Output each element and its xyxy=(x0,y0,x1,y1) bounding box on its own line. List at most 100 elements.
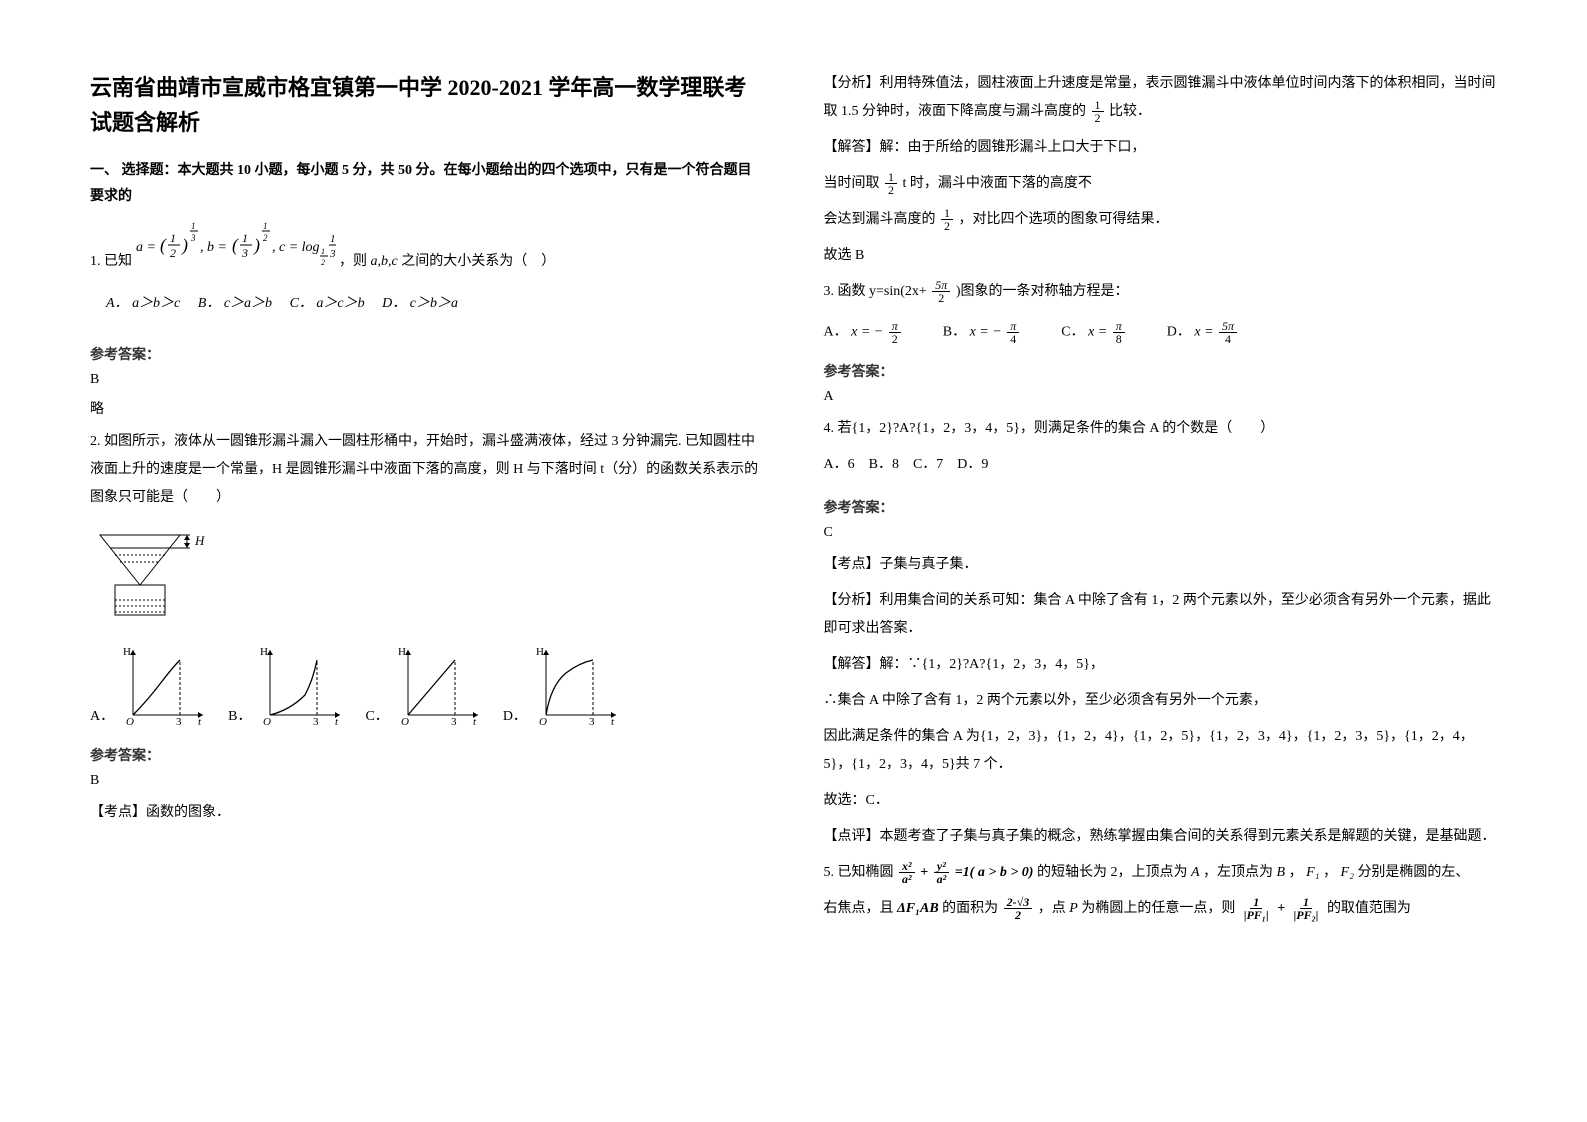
q1-suffix: ，则 xyxy=(339,254,367,269)
question-2: 2. 如图所示，液体从一圆锥形漏斗漏入一圆柱形桶中，开始时，漏斗盛满液体，经过 … xyxy=(90,428,764,512)
q1-optD: c＞b＞a xyxy=(410,296,458,311)
svg-text:1: 1 xyxy=(263,221,268,231)
q4-jieda4: 故选：C． xyxy=(824,787,1498,815)
q3-options: A． x = − π2 B． x = − π4 C． x = π8 D． x =… xyxy=(824,320,1498,345)
svg-text:a =: a = xyxy=(136,240,156,255)
svg-text:, b =: , b = xyxy=(200,240,227,255)
right-column: 【分析】利用特殊值法，圆柱液面上升速度是常量，表示圆锥漏斗中液体单位时间内落下的… xyxy=(824,70,1498,1052)
q2-jieda4: 故选 B xyxy=(824,242,1498,270)
q5-area-frac: 2-√3 2 xyxy=(1004,896,1033,921)
section-1-header: 一、 选择题：本大题共 10 小题，每小题 5 分，共 50 分。在每小题给出的… xyxy=(90,158,764,208)
svg-text:(: ( xyxy=(232,235,239,256)
q2-jieda3: 会达到漏斗高度的 1 2 ，对比四个选项的图象可得结果． xyxy=(824,206,1498,234)
q5-recip1: 1 |PF₁| xyxy=(1241,896,1272,921)
svg-text:t: t xyxy=(611,716,615,725)
svg-text:1: 1 xyxy=(330,233,336,245)
q1-prefix: 1. 已知 xyxy=(90,254,136,269)
q1-formula: a = ( 1 2 ) 1 3 , b = ( 1 3 ) 1 2 , c = … xyxy=(136,254,340,269)
q5-ellipse: x²a² + y²a² =1( a > b > 0) xyxy=(897,865,1037,880)
svg-text:3: 3 xyxy=(176,716,182,725)
frac-half-1: 1 2 xyxy=(1092,99,1104,124)
frac-half-2: 1 2 xyxy=(885,171,897,196)
q4-kaodian: 【考点】子集与真子集． xyxy=(824,551,1498,579)
q2-kaodian: 【考点】函数的图象． xyxy=(90,799,764,827)
svg-text:H: H xyxy=(260,646,268,658)
svg-text:): ) xyxy=(253,235,260,256)
q4-dianping: 【点评】本题考查了子集与真子集的概念，熟练掌握由集合间的关系得到元素关系是解题的… xyxy=(824,823,1498,851)
q2-jieda2: 当时间取 1 2 t 时，漏斗中液面下落的高度不 xyxy=(824,170,1498,198)
q4-options: A．6 B．8 C．7 D．9 xyxy=(824,451,1498,479)
svg-text:H: H xyxy=(536,646,544,658)
svg-text:(: ( xyxy=(160,235,167,256)
q1-vars: a,b,c xyxy=(371,254,398,269)
svg-text:2: 2 xyxy=(321,258,325,265)
svg-text:1: 1 xyxy=(242,231,248,245)
svg-text:O: O xyxy=(263,716,271,725)
q3-optA: A． x = − π2 xyxy=(824,320,903,345)
svg-text:H: H xyxy=(123,646,131,658)
question-1: 1. 已知 a = ( 1 2 ) 1 3 , b = ( 1 3 ) 1 2 xyxy=(90,219,764,276)
svg-text:1: 1 xyxy=(170,231,176,245)
q2-graph-options: A． H O 3 t B． H O xyxy=(90,645,764,725)
q2-jieda1: 【解答】解：由于所给的圆锥形漏斗上口大于下口， xyxy=(824,134,1498,162)
q1-optB: c＞a＞b xyxy=(224,296,272,311)
question-3: 3. 函数 y=sin(2x+ 5π 2 )图象的一条对称轴方程是： xyxy=(824,278,1498,306)
svg-text:O: O xyxy=(126,716,134,725)
svg-text:3: 3 xyxy=(241,246,248,260)
q4-answer-label: 参考答案： xyxy=(824,497,1498,517)
svg-text:t: t xyxy=(198,716,202,725)
svg-text:3: 3 xyxy=(313,716,319,725)
svg-text:2: 2 xyxy=(263,233,268,243)
q2-graph-c: C． H O 3 t xyxy=(365,645,482,725)
q1-optC: a＞c＞b xyxy=(316,296,364,311)
q1-optA: a＞b＞c xyxy=(132,296,180,311)
q2-optD: D． xyxy=(503,705,527,725)
q1-tail: 之间的大小关系为（ ） xyxy=(401,254,555,269)
document-title: 云南省曲靖市宣威市格宜镇第一中学 2020-2021 学年高一数学理联考试题含解… xyxy=(90,70,764,140)
svg-text:O: O xyxy=(401,716,409,725)
funnel-diagram: H xyxy=(90,530,764,625)
svg-text:, c = log: , c = log xyxy=(272,240,320,255)
q3-optC: C． x = π8 xyxy=(1061,320,1127,345)
svg-text:3: 3 xyxy=(329,248,336,260)
question-4: 4. 若{1，2}?A?{1，2，3，4，5}，则满足条件的集合 A 的个数是（… xyxy=(824,415,1498,443)
q4-fenxi: 【分析】利用集合间的关系可知：集合 A 中除了含有 1，2 两个元素以外，至少必… xyxy=(824,587,1498,643)
frac-half-3: 1 2 xyxy=(941,207,953,232)
q2-answer-label: 参考答案： xyxy=(90,745,764,765)
q2-optC: C． xyxy=(365,705,388,725)
svg-text:2: 2 xyxy=(170,246,176,260)
q2-answer: B xyxy=(90,773,764,789)
q4-jieda1: 【解答】解：∵{1，2}?A?{1，2，3，4，5}， xyxy=(824,651,1498,679)
q4-jieda2: ∴集合 A 中除了含有 1，2 两个元素以外，至少必须含有另外一个元素， xyxy=(824,687,1498,715)
q3-frac: 5π 2 xyxy=(932,279,950,304)
q2-fenxi: 【分析】利用特殊值法，圆柱液面上升速度是常量，表示圆锥漏斗中液体单位时间内落下的… xyxy=(824,70,1498,126)
svg-text:H: H xyxy=(194,533,205,548)
svg-text:O: O xyxy=(539,716,547,725)
q2-fenxi-prefix: 【分析】利用特殊值法，圆柱液面上升速度是常量，表示圆锥漏斗中液体单位时间内落下的… xyxy=(824,76,1496,119)
q3-optD: D． x = 5π4 xyxy=(1167,320,1239,345)
q1-optB-label: B． xyxy=(198,296,221,311)
q1-answer-label: 参考答案： xyxy=(90,344,764,364)
q1-optD-label: D． xyxy=(382,296,406,311)
q3-answer: A xyxy=(824,389,1498,405)
q3-optB: B． x = − π4 xyxy=(943,320,1021,345)
svg-text:3: 3 xyxy=(589,716,595,725)
svg-text:): ) xyxy=(181,235,188,256)
svg-text:1: 1 xyxy=(321,247,325,256)
q1-optA-label: A． xyxy=(106,296,129,311)
question-5: 5. 已知椭圆 x²a² + y²a² =1( a > b > 0) 的短轴长为… xyxy=(824,859,1498,887)
svg-text:1: 1 xyxy=(191,221,196,231)
q2-graph-b: B． H O 3 t xyxy=(228,645,345,725)
svg-text:t: t xyxy=(473,716,477,725)
q2-fenxi-suffix: 比较． xyxy=(1109,104,1151,119)
q2-optB: B． xyxy=(228,705,251,725)
question-5-line2: 右焦点，且 ΔF₁AB 的面积为 2-√3 2 ，点 P 为椭圆上的任意一点，则… xyxy=(824,895,1498,923)
svg-text:H: H xyxy=(398,646,406,658)
q5-recip2: 1 |PF₂| xyxy=(1291,896,1322,921)
q1-note: 略 xyxy=(90,398,764,418)
q3-answer-label: 参考答案： xyxy=(824,361,1498,381)
svg-text:3: 3 xyxy=(190,233,196,243)
svg-text:t: t xyxy=(335,716,339,725)
q2-optA: A． xyxy=(90,705,114,725)
q2-graph-a: A． H O 3 t xyxy=(90,645,208,725)
